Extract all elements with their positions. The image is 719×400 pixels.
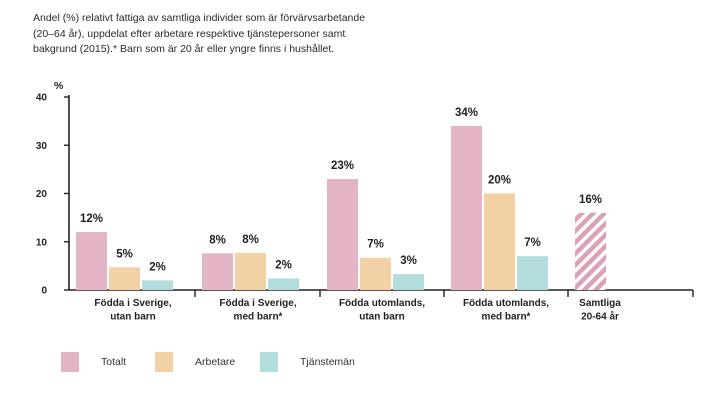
- data-label: 2%: [149, 261, 166, 273]
- y-tick-label: 10: [36, 237, 48, 248]
- y-tick-label: 40: [36, 93, 48, 104]
- legend-swatch-tjanstemen: [260, 352, 278, 372]
- category-label: Födda utomlands,: [339, 298, 425, 309]
- data-label: 12%: [80, 213, 103, 225]
- y-tick-label: 30: [36, 141, 48, 152]
- bar-tjanstemen: [517, 256, 548, 290]
- category-label: Samtliga: [579, 298, 621, 309]
- subtitle-line: (20–64 år), uppdelat efter arbetare resp…: [33, 27, 346, 40]
- bar-totalt: [76, 232, 107, 290]
- bar-totalt: [575, 212, 606, 290]
- legend-item-arbetare: Arbetare: [155, 352, 235, 372]
- category-label: utan barn: [110, 312, 156, 323]
- chart-legend: Totalt Arbetare Tjänstemän: [0, 352, 719, 376]
- data-label: 23%: [331, 160, 354, 172]
- bar-chart: % 0 10 20 30 40 Födda i Sverige, utan barn Födda…: [36, 80, 694, 323]
- bar-tjanstemen: [393, 274, 424, 290]
- legend-label-tjanstemen: Tjänstemän: [300, 356, 355, 368]
- category-label: med barn*: [482, 312, 531, 323]
- bar-totalt: [451, 125, 482, 290]
- data-label: 8%: [242, 234, 259, 246]
- category-label: utan barn: [359, 312, 405, 323]
- legend-item-tjanstemen: Tjänstemän: [260, 352, 355, 372]
- legend-swatch-arbetare: [155, 352, 173, 372]
- category-label: Födda i Sverige,: [94, 298, 171, 309]
- legend-label-arbetare: Arbetare: [195, 356, 236, 368]
- bar-tjanstemen: [268, 278, 299, 290]
- data-label: 16%: [579, 194, 602, 206]
- legend-swatch-totalt: [61, 352, 79, 372]
- chart-subtitle: Andel (%) relativt fattiga av samtliga i…: [33, 11, 433, 58]
- bar-arbetare: [484, 193, 515, 290]
- category-label: Födda utomlands,: [463, 298, 549, 309]
- category-label: med barn*: [234, 312, 283, 323]
- legend-item-totalt: Totalt: [61, 352, 126, 372]
- data-label: 7%: [367, 239, 384, 251]
- category-label: Födda i Sverige,: [219, 298, 296, 309]
- y-axis-unit-label: %: [54, 80, 64, 92]
- data-label: 7%: [524, 237, 541, 249]
- data-label: 34%: [455, 107, 478, 119]
- bar-totalt: [327, 179, 358, 290]
- category-label: 20-64 år: [581, 311, 619, 323]
- legend-label-totalt: Totalt: [101, 356, 127, 368]
- bar-arbetare: [360, 257, 391, 290]
- y-tick-label: 0: [41, 286, 47, 297]
- subtitle-line: bakgrund (2015).* Barn som är 20 år elle…: [33, 43, 335, 55]
- y-tick-label: 20: [36, 189, 48, 200]
- bar-arbetare: [109, 267, 140, 290]
- data-label: 8%: [209, 234, 226, 246]
- bar-tjanstemen: [142, 280, 173, 290]
- data-label: 20%: [488, 175, 511, 187]
- data-label: 3%: [400, 255, 417, 267]
- bar-arbetare: [235, 252, 266, 290]
- data-label: 2%: [275, 259, 292, 271]
- data-label: 5%: [116, 248, 133, 260]
- subtitle-line: Andel (%) relativt fattiga av samtliga i…: [33, 12, 366, 24]
- bar-totalt: [202, 253, 233, 290]
